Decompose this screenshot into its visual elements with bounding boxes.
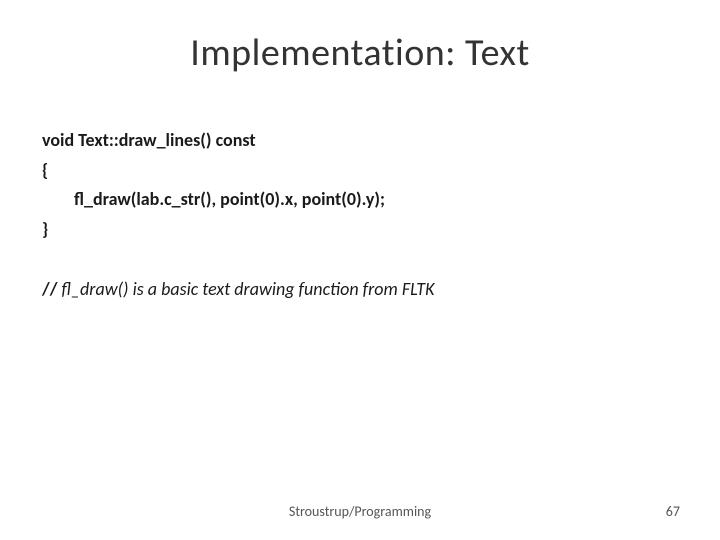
page-number: 67 (666, 503, 680, 520)
comment-line: // fl_draw() is a basic text drawing fun… (42, 275, 680, 305)
comment-slashes: // (42, 278, 57, 300)
slide-container: Implementation: Text void Text::draw_lin… (0, 0, 720, 540)
code-line-2: { (42, 156, 680, 186)
code-line-4: } (42, 215, 680, 245)
code-line-3: fl_draw(lab.c_str(), point(0).x, point(0… (42, 185, 680, 215)
comment-text: fl_draw() is a basic text drawing functi… (57, 278, 434, 300)
footer-text: Stroustrup/Programming (0, 503, 720, 520)
slide-body: void Text::draw_lines() const { fl_draw(… (40, 126, 680, 304)
slide-title: Implementation: Text (40, 30, 680, 76)
code-line-1: void Text::draw_lines() const (42, 126, 680, 156)
spacer (42, 245, 680, 275)
